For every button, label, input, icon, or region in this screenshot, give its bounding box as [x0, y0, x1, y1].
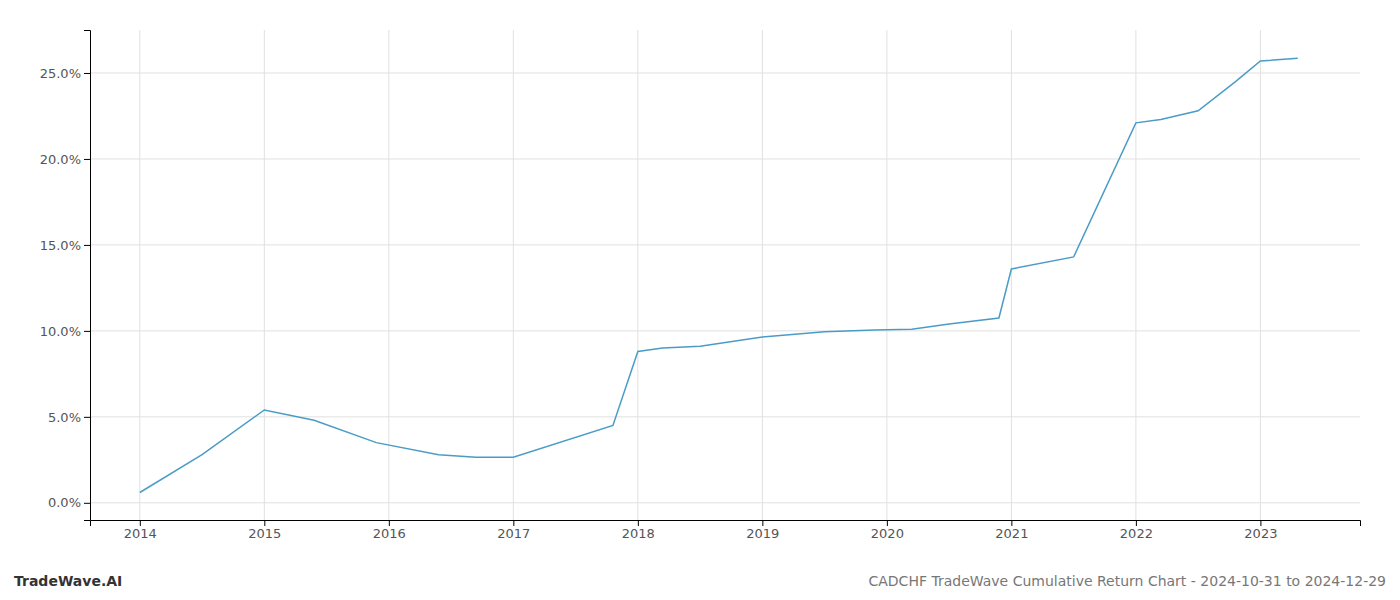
- tick-label: 2019: [746, 526, 779, 541]
- tick-label: 10.0%: [40, 324, 81, 339]
- tick-mark: [264, 520, 265, 526]
- tick-mark: [1136, 520, 1137, 526]
- tick-mark: [84, 331, 90, 332]
- tick: 2016: [373, 520, 406, 541]
- grid-line: [90, 244, 1360, 245]
- grid-line: [1011, 30, 1012, 520]
- tick-label: 2023: [1244, 526, 1277, 541]
- tick-label: 0.0%: [48, 495, 81, 510]
- grid: [90, 30, 1360, 520]
- tick-label: 2021: [995, 526, 1028, 541]
- y-axis: 0.0% 5.0% 10.0% 15.0% 20.0% 25.0%: [40, 31, 91, 521]
- tick-label: 2018: [622, 526, 655, 541]
- plot-area: 2014 2015 2016 2017 2018 2019 2020 2021 2022 2023…: [40, 30, 1361, 541]
- tick: 2022: [1120, 520, 1153, 541]
- grid-line: [90, 158, 1360, 159]
- chart: 2014 2015 2016 2017 2018 2019 2020 2021 2022 2023…: [0, 0, 1400, 600]
- tick-label: 5.0%: [48, 410, 81, 425]
- grid-line: [1135, 30, 1136, 520]
- tick: 15.0%: [40, 238, 90, 253]
- tick-mark: [84, 73, 90, 74]
- tick-mark: [1260, 520, 1261, 526]
- grid-line: [388, 30, 389, 520]
- tick-label: 20.0%: [40, 152, 81, 167]
- axis-line: [84, 31, 91, 521]
- grid-line: [762, 30, 763, 520]
- tick: 2019: [746, 520, 779, 541]
- tick-mark: [1011, 520, 1012, 526]
- tick: 0.0%: [48, 495, 90, 510]
- tick: 25.0%: [40, 66, 90, 81]
- tick-mark: [84, 417, 90, 418]
- grid-line: [90, 330, 1360, 331]
- tick-mark: [513, 520, 514, 526]
- tick-label: 2015: [248, 526, 281, 541]
- axis-line: [91, 521, 1361, 527]
- tick: 10.0%: [40, 324, 90, 339]
- tick: 2021: [995, 520, 1028, 541]
- tick-mark: [84, 245, 90, 246]
- marks: [140, 58, 1298, 492]
- x-axis: 2014 2015 2016 2017 2018 2019 2020 2021 2022 2023: [91, 520, 1361, 541]
- grid-line: [886, 30, 887, 520]
- grid-line: [513, 30, 514, 520]
- title: CADCHF TradeWave Cumulative Return Chart…: [868, 573, 1386, 589]
- tick-label: 15.0%: [40, 238, 81, 253]
- grid-line: [90, 502, 1360, 503]
- watermark: TradeWave.AI: [14, 573, 122, 589]
- tick: 2023: [1244, 520, 1277, 541]
- grid-line: [90, 72, 1360, 73]
- tick-mark: [140, 520, 141, 526]
- tick: 2015: [248, 520, 281, 541]
- grid-line: [1260, 30, 1261, 520]
- tick-mark: [638, 520, 639, 526]
- grid-line: [90, 416, 1360, 417]
- tick-mark: [84, 159, 90, 160]
- tick: 20.0%: [40, 152, 90, 167]
- tick-mark: [389, 520, 390, 526]
- tick-mark: [84, 503, 90, 504]
- tick-label: 2022: [1120, 526, 1153, 541]
- grid-line: [139, 30, 140, 520]
- tick: 2014: [124, 520, 157, 541]
- grid-line: [637, 30, 638, 520]
- tick-mark: [762, 520, 763, 526]
- tick-label: 2016: [373, 526, 406, 541]
- tick-mark: [887, 520, 888, 526]
- tick-label: 25.0%: [40, 66, 81, 81]
- tick: 2020: [871, 520, 904, 541]
- tick: 2017: [497, 520, 530, 541]
- tick: 2018: [622, 520, 655, 541]
- grid-line: [264, 30, 265, 520]
- line: [140, 58, 1298, 492]
- tick: 5.0%: [48, 410, 90, 425]
- tick-label: 2017: [497, 526, 530, 541]
- tick-label: 2020: [871, 526, 904, 541]
- tick-label: 2014: [124, 526, 157, 541]
